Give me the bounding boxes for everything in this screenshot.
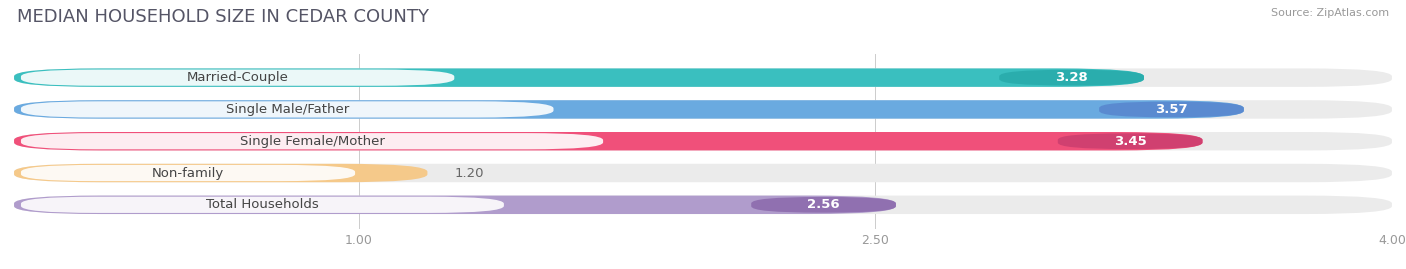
Text: Single Female/Mother: Single Female/Mother bbox=[239, 135, 384, 148]
FancyBboxPatch shape bbox=[21, 165, 356, 181]
FancyBboxPatch shape bbox=[751, 197, 896, 213]
FancyBboxPatch shape bbox=[14, 132, 1202, 150]
Text: Source: ZipAtlas.com: Source: ZipAtlas.com bbox=[1271, 8, 1389, 18]
FancyBboxPatch shape bbox=[14, 164, 427, 182]
FancyBboxPatch shape bbox=[14, 196, 1392, 214]
Text: Non-family: Non-family bbox=[152, 167, 224, 179]
Text: Total Households: Total Households bbox=[207, 198, 319, 211]
FancyBboxPatch shape bbox=[14, 100, 1392, 119]
FancyBboxPatch shape bbox=[1057, 133, 1202, 149]
FancyBboxPatch shape bbox=[14, 132, 1392, 150]
FancyBboxPatch shape bbox=[14, 68, 1144, 87]
Text: 3.28: 3.28 bbox=[1056, 71, 1088, 84]
Text: 2.56: 2.56 bbox=[807, 198, 839, 211]
FancyBboxPatch shape bbox=[1000, 70, 1144, 86]
FancyBboxPatch shape bbox=[14, 100, 1244, 119]
FancyBboxPatch shape bbox=[1099, 102, 1244, 117]
Text: 3.57: 3.57 bbox=[1156, 103, 1188, 116]
Text: 1.20: 1.20 bbox=[456, 167, 485, 179]
Text: 3.45: 3.45 bbox=[1114, 135, 1146, 148]
FancyBboxPatch shape bbox=[14, 196, 896, 214]
Text: Married-Couple: Married-Couple bbox=[187, 71, 288, 84]
FancyBboxPatch shape bbox=[21, 69, 454, 86]
FancyBboxPatch shape bbox=[14, 68, 1392, 87]
FancyBboxPatch shape bbox=[21, 197, 503, 213]
FancyBboxPatch shape bbox=[21, 101, 554, 118]
FancyBboxPatch shape bbox=[14, 164, 1392, 182]
Text: Single Male/Father: Single Male/Father bbox=[225, 103, 349, 116]
Text: MEDIAN HOUSEHOLD SIZE IN CEDAR COUNTY: MEDIAN HOUSEHOLD SIZE IN CEDAR COUNTY bbox=[17, 8, 429, 26]
FancyBboxPatch shape bbox=[21, 133, 603, 149]
